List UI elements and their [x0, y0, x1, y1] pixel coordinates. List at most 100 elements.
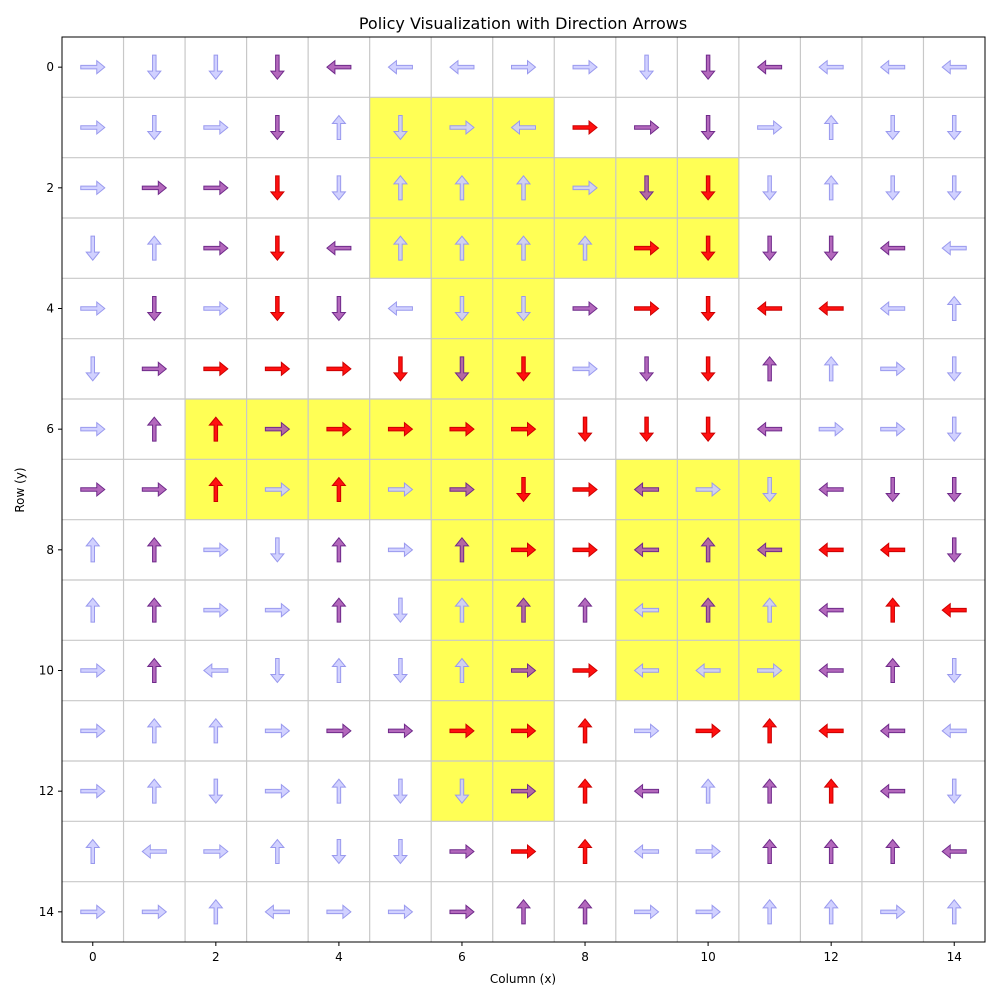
- policy-arrow-left: [941, 843, 967, 860]
- policy-arrow-up: [700, 537, 716, 563]
- policy-arrow-up: [208, 899, 224, 925]
- policy-arrow-left: [818, 59, 844, 75]
- policy-arrow-right: [449, 904, 475, 920]
- policy-arrow-down: [454, 356, 470, 382]
- policy-arrow-down: [946, 778, 962, 804]
- y-tick-label: 0: [46, 60, 54, 74]
- policy-arrow-up: [269, 838, 285, 864]
- policy-arrow-up: [85, 838, 101, 864]
- policy-arrow-right: [326, 723, 352, 739]
- x-tick-label: 2: [212, 950, 220, 964]
- policy-arrow-up: [454, 657, 470, 683]
- policy-arrow-right: [634, 119, 660, 136]
- policy-arrow-down: [392, 658, 408, 684]
- policy-arrow-right: [264, 783, 291, 799]
- policy-arrow-up: [762, 778, 778, 804]
- policy-arrow-up: [392, 175, 408, 201]
- policy-arrow-right: [695, 723, 721, 739]
- policy-arrow-right: [264, 361, 291, 377]
- chart-title: Policy Visualization with Direction Arro…: [359, 14, 687, 33]
- axes-layer: 0 2 4 6 8 10 12 14 0 2 4 6 8 10 12 14: [39, 36, 986, 964]
- policy-arrow-up: [577, 899, 593, 925]
- policy-arrow-down: [454, 296, 470, 322]
- policy-arrow-right: [326, 904, 352, 920]
- policy-arrow-up: [823, 899, 839, 925]
- policy-arrow-left: [633, 481, 660, 498]
- policy-arrow-left: [879, 59, 906, 75]
- policy-arrow-right: [387, 481, 414, 498]
- policy-arrow-down: [515, 296, 532, 322]
- policy-arrow-down: [269, 54, 285, 80]
- policy-arrow-up: [885, 657, 901, 683]
- policy-arrow-up: [823, 778, 839, 804]
- policy-arrow-right: [387, 421, 414, 437]
- policy-arrow-right: [141, 180, 168, 196]
- policy-arrow-right: [572, 361, 598, 377]
- policy-arrow-up: [515, 597, 532, 623]
- policy-arrow-up: [454, 537, 470, 563]
- policy-arrow-down: [392, 597, 408, 623]
- policy-arrow-up: [700, 778, 716, 804]
- x-axis-label: Column (x): [490, 972, 556, 986]
- policy-arrow-left: [203, 662, 229, 679]
- policy-arrow-left: [633, 542, 660, 558]
- policy-arrow-down: [392, 115, 408, 141]
- policy-arrow-down: [700, 175, 716, 201]
- policy-arrow-right: [757, 119, 783, 136]
- policy-arrow-left: [879, 542, 906, 558]
- policy-arrow-down: [515, 356, 532, 382]
- policy-arrow-down: [700, 235, 716, 261]
- policy-arrow-up: [146, 718, 162, 744]
- policy-arrow-up: [762, 356, 778, 382]
- policy-arrow-right: [203, 119, 229, 136]
- policy-arrow-up: [331, 476, 347, 502]
- policy-arrow-right: [634, 904, 660, 920]
- policy-arrow-left: [387, 300, 413, 317]
- policy-arrow-up: [577, 235, 593, 261]
- policy-arrow-right: [511, 421, 537, 437]
- policy-arrow-right: [203, 361, 229, 377]
- policy-arrow-up: [700, 597, 716, 623]
- plot-frame: [61, 36, 986, 943]
- policy-arrow-right: [264, 421, 291, 437]
- policy-arrow-down: [269, 175, 285, 201]
- policy-arrow-down: [639, 175, 655, 201]
- policy-arrow-down: [269, 235, 285, 261]
- policy-arrow-down: [515, 477, 532, 503]
- policy-arrow-right: [80, 481, 106, 498]
- policy-arrow-down: [946, 115, 962, 141]
- x-tick-label: 14: [947, 950, 962, 964]
- policy-arrow-up: [146, 235, 162, 261]
- policy-arrow-up: [208, 476, 224, 502]
- policy-arrow-down: [762, 175, 778, 201]
- policy-arrow-up: [577, 838, 593, 864]
- policy-arrow-left: [818, 300, 844, 317]
- policy-arrow-right: [511, 723, 537, 739]
- policy-arrow-right: [572, 180, 598, 196]
- policy-arrow-down: [700, 416, 716, 442]
- policy-arrow-left: [818, 602, 844, 618]
- policy-arrow-right: [203, 602, 229, 618]
- policy-arrow-down: [700, 356, 716, 382]
- policy-arrow-left: [818, 481, 844, 498]
- policy-arrow-up: [762, 899, 778, 925]
- policy-arrow-right: [572, 542, 598, 558]
- policy-arrow-right: [880, 904, 906, 920]
- policy-arrow-right: [387, 542, 414, 558]
- policy-arrow-right: [511, 59, 537, 75]
- policy-arrow-right: [449, 481, 475, 498]
- y-tick-label: 8: [46, 543, 54, 557]
- policy-arrow-right: [449, 119, 475, 136]
- x-tick-label: 6: [458, 950, 466, 964]
- policy-arrow-down: [331, 839, 347, 865]
- policy-arrow-down: [331, 175, 347, 201]
- policy-arrow-down: [208, 778, 224, 804]
- policy-arrow-down: [146, 296, 162, 322]
- policy-arrow-left: [326, 240, 352, 256]
- policy-arrow-down: [823, 235, 839, 261]
- policy-arrow-up: [946, 899, 962, 925]
- policy-arrow-down: [269, 115, 285, 141]
- policy-arrow-right: [264, 723, 291, 739]
- policy-arrow-right: [511, 542, 537, 558]
